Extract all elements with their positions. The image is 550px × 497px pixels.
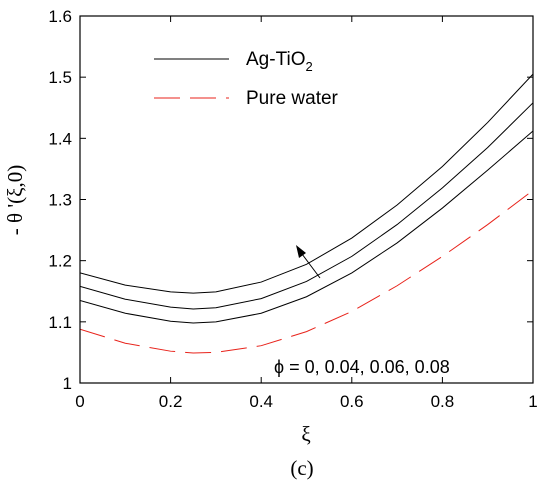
series-layer xyxy=(80,73,533,354)
x-tick-label: 0.8 xyxy=(431,392,455,411)
y-tick-label: 1.6 xyxy=(48,7,72,26)
y-axis-label: - θ '(ξ,0) xyxy=(3,165,27,235)
series-line-2 xyxy=(80,102,533,310)
x-tick-label: 0.6 xyxy=(340,392,364,411)
legend-label-ag-tio2: Ag-TiO2 xyxy=(246,49,313,74)
legend: Ag-TiO2 Pure water xyxy=(154,49,339,109)
y-tick-label: 1.4 xyxy=(48,129,72,148)
x-tick-label: 1 xyxy=(528,392,537,411)
series-line-3 xyxy=(80,73,533,294)
panel-label: (c) xyxy=(290,456,313,480)
series-line-0 xyxy=(80,189,533,354)
y-tick-label: 1.5 xyxy=(48,68,72,87)
x-tick-label: 0 xyxy=(75,392,84,411)
ticks-layer: 0 0.2 0.4 0.6 0.8 1 1 1.1 1.2 1.3 1.4 1.5 1.6 xyxy=(48,7,537,411)
y-tick-label: 1.1 xyxy=(48,313,72,332)
y-tick-label: 1.2 xyxy=(48,252,72,271)
series-line-1 xyxy=(80,130,533,324)
y-tick-label: 1 xyxy=(63,374,72,393)
x-axis-label: ξ xyxy=(301,422,310,446)
increase-arrow xyxy=(296,245,321,279)
phi-annotation: ϕ = 0, 0.04, 0.06, 0.08 xyxy=(274,357,450,377)
y-tick-label: 1.3 xyxy=(48,191,72,210)
x-tick-label: 0.2 xyxy=(159,392,183,411)
legend-label-pure-water: Pure water xyxy=(246,88,339,109)
x-tick-label: 0.4 xyxy=(249,392,273,411)
